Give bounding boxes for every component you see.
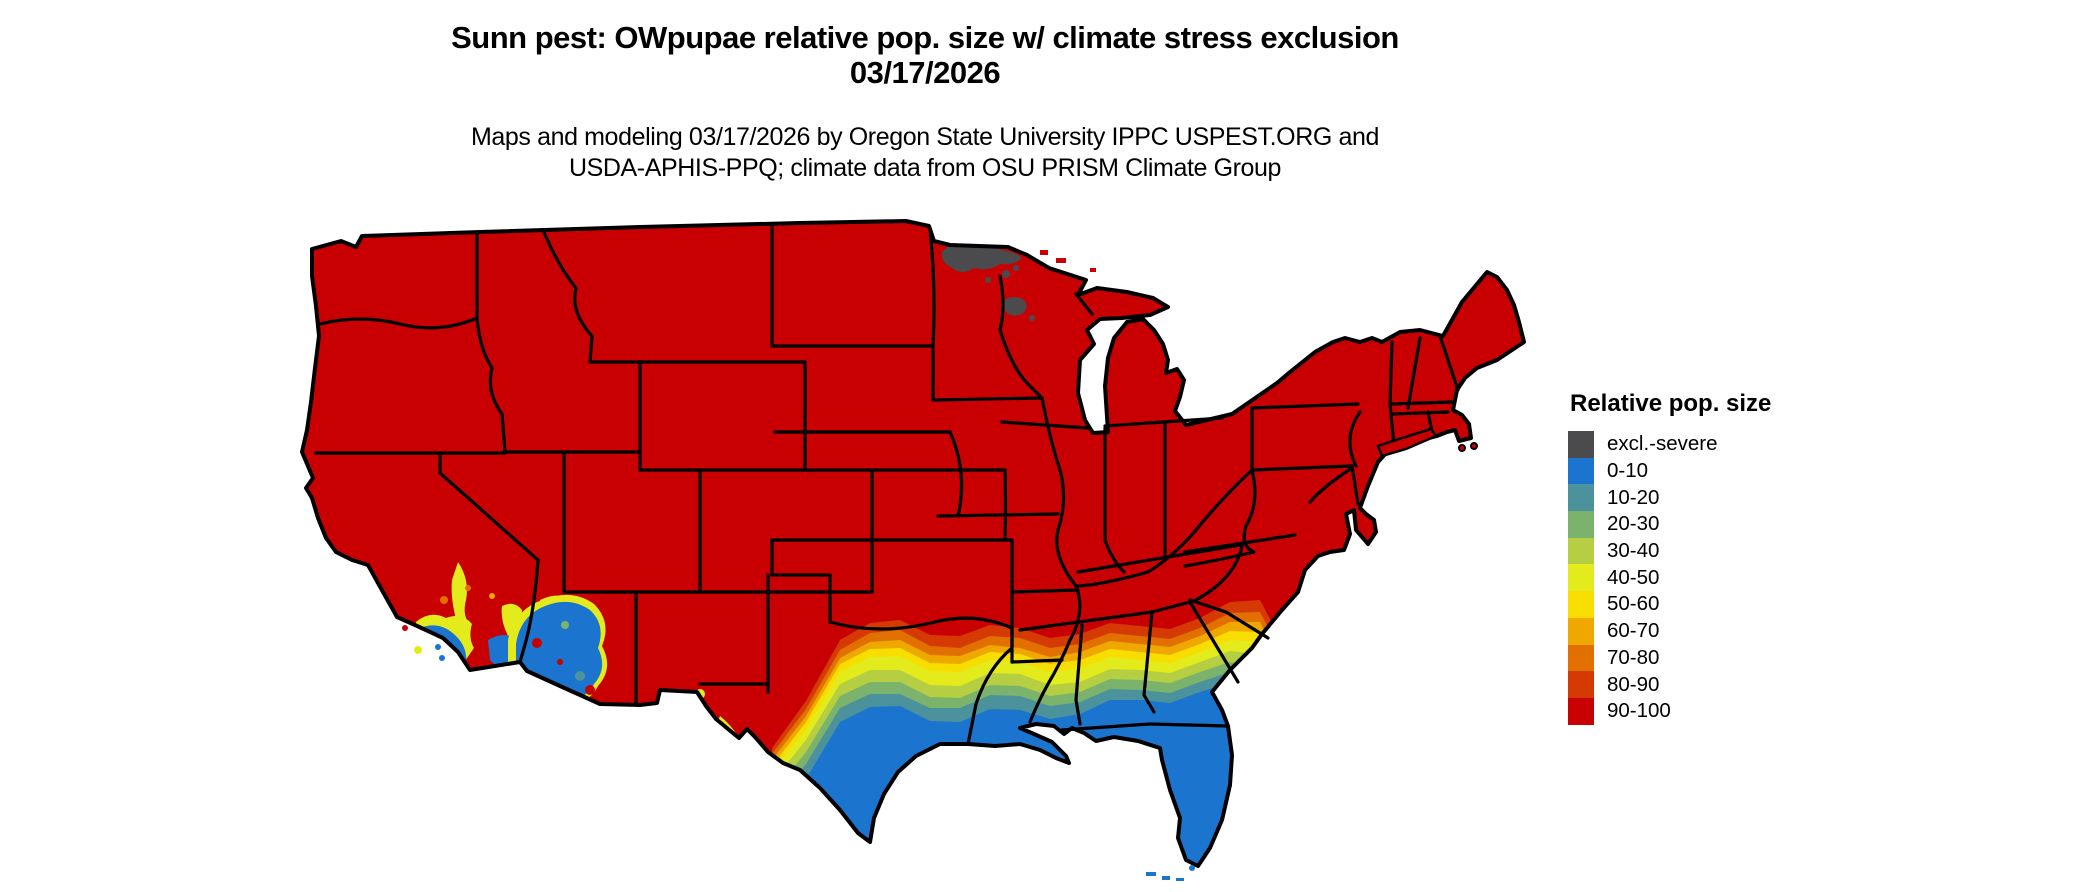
legend-swatch-60-70 <box>1568 617 1594 645</box>
legend-label: 30-40 <box>1607 539 1660 563</box>
map-title: Sunn pest: OWpupae relative pop. size w/… <box>0 20 1850 90</box>
subtitle-line-1: Maps and modeling 03/17/2026 by Oregon S… <box>471 123 1379 151</box>
legend-label: 40-50 <box>1607 565 1660 589</box>
legend-entry: 90-100 <box>1568 697 1771 725</box>
legend-label: 60-70 <box>1607 619 1660 643</box>
title-line-2: 03/17/2026 <box>849 55 1001 90</box>
legend-entry: 10-20 <box>1568 484 1771 512</box>
legend-entry: 50-60 <box>1568 591 1771 618</box>
legend-title: Relative pop. size <box>1570 390 1772 417</box>
excluded-severe-patches <box>941 244 1035 321</box>
legend-swatch-10-20 <box>1568 484 1594 512</box>
subtitle-line-2: USDA-APHIS-PPQ; climate data from OSU PR… <box>568 154 1282 182</box>
map-subtitle: Maps and modeling 03/17/2026 by Oregon S… <box>0 122 1850 184</box>
legend-entry: 0-10 <box>1568 457 1771 485</box>
legend-label: 50-60 <box>1607 592 1660 616</box>
legend-entry: 80-90 <box>1568 671 1771 698</box>
legend-entry: 60-70 <box>1568 617 1771 645</box>
legend-swatch-90-100 <box>1568 697 1594 725</box>
legend-entry: 70-80 <box>1568 644 1771 672</box>
legend: Relative pop. size excl.-severe 0-10 10-20… <box>1568 390 1771 725</box>
legend-swatch-70-80 <box>1568 644 1594 672</box>
florida-keys <box>1146 865 1195 881</box>
legend-entry: 40-50 <box>1568 564 1771 592</box>
legend-swatch-excl.-severe <box>1568 431 1594 458</box>
legend-label: 0-10 <box>1607 459 1649 483</box>
legend-label: 10-20 <box>1607 485 1660 509</box>
legend-swatch-30-40 <box>1568 537 1594 565</box>
legend-label: 90-100 <box>1607 699 1671 723</box>
long-island <box>1376 427 1438 458</box>
islands-and-fragments <box>402 250 1478 881</box>
legend-entry: 20-30 <box>1568 511 1771 538</box>
legend-label: 70-80 <box>1607 645 1660 669</box>
legend-entry: excl.-severe <box>1568 431 1771 458</box>
legend-swatch-80-90 <box>1568 671 1594 698</box>
legend-swatch-40-50 <box>1568 564 1594 592</box>
legend-swatch-0-10 <box>1568 457 1594 485</box>
legend-label: excl.-severe <box>1607 432 1718 456</box>
legend-label: 20-30 <box>1607 512 1660 536</box>
legend-swatch-50-60 <box>1568 591 1594 618</box>
legend-entry: 30-40 <box>1568 537 1771 565</box>
legend-rows: excl.-severe 0-10 10-20 20-30 30-40 40-50 50-6… <box>1568 431 1771 725</box>
legend-swatch-20-30 <box>1568 511 1594 538</box>
legend-label: 80-90 <box>1607 672 1660 696</box>
title-line-1: Sunn pest: OWpupae relative pop. size w/… <box>451 20 1399 55</box>
border-fragments <box>1040 250 1096 272</box>
